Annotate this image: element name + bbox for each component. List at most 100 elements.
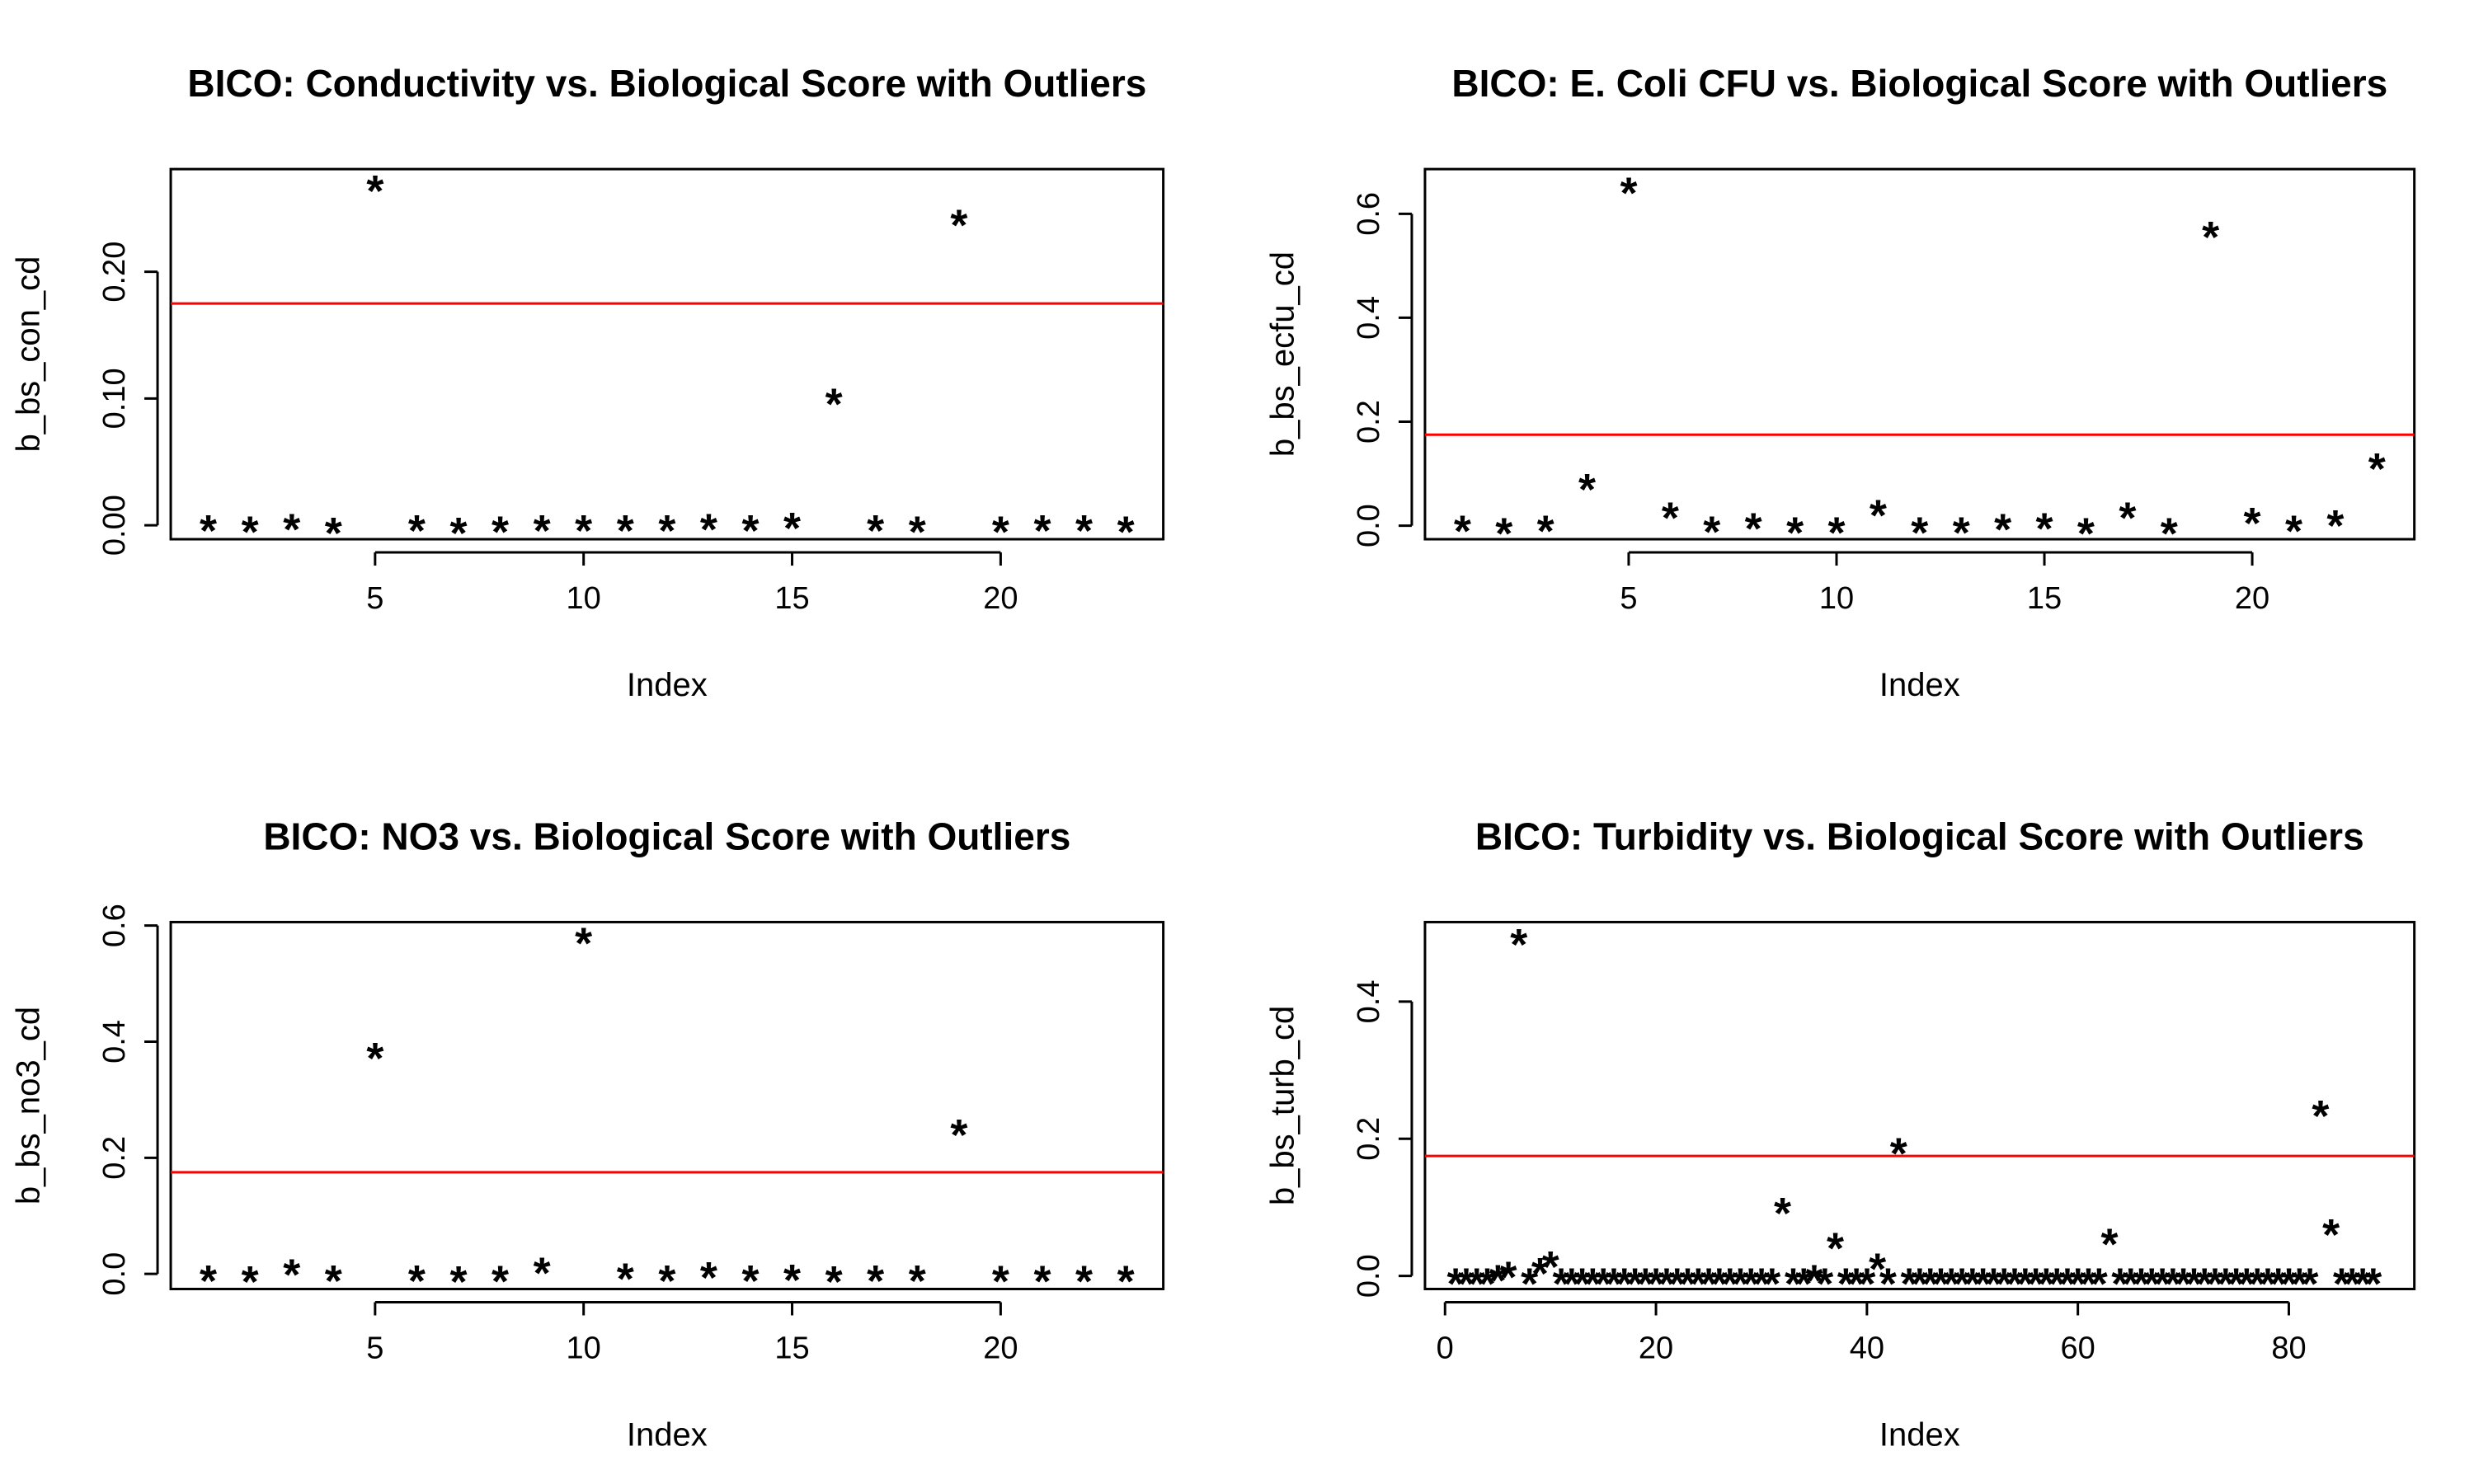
data-point: * (1994, 505, 2011, 555)
data-point: * (242, 508, 259, 557)
y-axis: 0.0 0.2 0.4 (1352, 980, 1413, 1298)
y-axis: 0.0 0.2 0.4 0.6 (1352, 192, 1413, 547)
data-point: * (1721, 1260, 1738, 1309)
x-tick-label: 5 (366, 1331, 383, 1365)
data-point: * (408, 1256, 426, 1306)
data-point: * (1578, 465, 1596, 514)
data-point: * (2153, 1260, 2171, 1309)
plot-frame (1423, 920, 2416, 1290)
data-point: * (658, 1256, 675, 1306)
data-point: * (283, 505, 300, 555)
data-points: * * * * * * * * * * * * * * * * * * * * * * * (200, 167, 1135, 558)
data-point: * (1710, 1260, 1728, 1309)
data-point: * (950, 201, 967, 251)
data-point: * (2326, 501, 2344, 551)
data-point: * (1996, 1260, 2013, 1309)
data-point: * (1921, 1260, 1939, 1309)
data-point: * (1743, 1260, 1760, 1309)
data-point: * (1447, 1260, 1465, 1309)
data-point: * (1563, 1260, 1580, 1309)
y-axis-label: b_bs_turb_cd (1265, 1006, 1301, 1205)
data-point: * (366, 167, 383, 216)
x-tick-label: 5 (366, 581, 383, 616)
data-point: * (2069, 1260, 2086, 1309)
data-point: * (242, 1257, 259, 1307)
data-point: * (1827, 1223, 1844, 1273)
y-axis: 0.0 0.2 0.4 0.6 (97, 904, 159, 1296)
data-point: * (2206, 1260, 2223, 1309)
data-point: * (575, 506, 592, 556)
plot-frame (169, 167, 1165, 541)
data-point: * (992, 508, 1009, 557)
data-point: * (1117, 508, 1135, 557)
data-point: * (1786, 508, 1804, 557)
data-point: * (867, 1256, 884, 1306)
data-point: * (1943, 1260, 1960, 1309)
data-point: * (2217, 1260, 2234, 1309)
data-point: * (741, 1256, 759, 1306)
chart-title: BICO: Turbidity vs. Biological Score wit… (1475, 815, 2364, 857)
data-point: * (909, 1256, 926, 1306)
data-point: * (492, 508, 509, 557)
y-tick-label: 0.10 (97, 368, 132, 429)
data-point: * (1827, 508, 1845, 557)
data-point: * (2048, 1260, 2066, 1309)
data-points: * * * * * * * * * * * * * * * * * * * * * * * (200, 919, 1135, 1308)
x-tick-label: 80 (2271, 1331, 2306, 1365)
data-point: * (2227, 1260, 2245, 1309)
data-point: * (449, 509, 467, 558)
data-point: * (2196, 1260, 2213, 1309)
x-tick-label: 15 (774, 581, 809, 616)
data-point: * (1457, 1260, 1475, 1309)
data-point: * (1537, 506, 1554, 556)
data-point: * (1858, 1260, 1875, 1309)
data-point: * (1033, 1256, 1051, 1306)
panel-3: BICO: NO3 vs. Biological Score with Outl… (11, 815, 1165, 1453)
data-point: * (2285, 506, 2302, 556)
x-tick-label: 20 (1639, 1331, 1673, 1365)
data-point: * (325, 1256, 342, 1306)
data-point: * (1648, 1260, 1665, 1309)
x-tick-label: 15 (2027, 581, 2062, 616)
data-point: * (1075, 1256, 1093, 1306)
data-point: * (2269, 1260, 2287, 1309)
data-point: * (1785, 1260, 1802, 1309)
data-point: * (1795, 1260, 1813, 1309)
y-axis-label: b_bs_ecfu_cd (1265, 251, 1301, 457)
data-point: * (1584, 1260, 1602, 1309)
y-tick-label: 0.4 (1352, 980, 1386, 1024)
data-point: * (1763, 1260, 1780, 1309)
data-point: * (1837, 1260, 1855, 1309)
data-point: * (408, 506, 426, 556)
data-point: * (2006, 1260, 2023, 1309)
data-point: * (2202, 213, 2219, 262)
data-point: * (2280, 1260, 2298, 1309)
data-point: * (1848, 1260, 1865, 1309)
data-point: * (2238, 1260, 2255, 1309)
y-axis-label: b_bs_no3_cd (11, 1007, 47, 1205)
data-point: * (2322, 1210, 2340, 1260)
x-tick-label: 20 (2235, 581, 2269, 616)
y-tick-label: 0.6 (97, 904, 132, 947)
data-point: * (1075, 506, 1093, 556)
data-point: * (1816, 1260, 1833, 1309)
data-point: * (1499, 1252, 1517, 1302)
data-point: * (2036, 504, 2053, 553)
data-point: * (1901, 1260, 1918, 1309)
data-point: * (2143, 1260, 2161, 1309)
data-point: * (1637, 1260, 1654, 1309)
data-point: * (658, 506, 675, 556)
data-point: * (200, 1256, 217, 1306)
data-point: * (1745, 504, 1762, 553)
x-tick-label: 60 (2061, 1331, 2095, 1365)
data-point: * (2312, 1092, 2329, 1141)
data-point: * (1468, 1260, 1485, 1309)
x-axis: 5 10 15 20 (1620, 551, 2269, 616)
x-axis: 5 10 15 20 (366, 551, 1018, 616)
data-points: ****************************************… (1447, 920, 2382, 1309)
data-point: * (1668, 1260, 1686, 1309)
data-point: * (700, 505, 717, 555)
data-point: * (1700, 1260, 1717, 1309)
x-tick-label: 10 (1819, 581, 1854, 616)
x-tick-label: 20 (983, 1331, 1018, 1365)
